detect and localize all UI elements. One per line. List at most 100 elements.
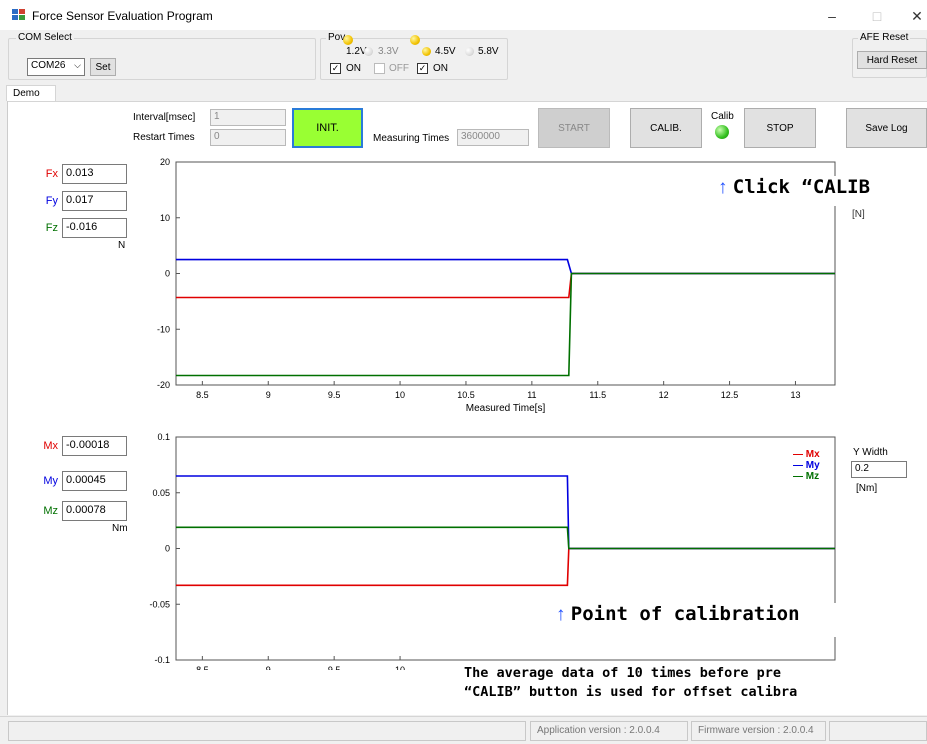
power-on-label: ON bbox=[346, 63, 361, 74]
interval-label: Interval[msec] bbox=[133, 112, 196, 123]
moment-legend: — Mx — My — Mz bbox=[793, 449, 820, 482]
series-line-fz bbox=[176, 272, 835, 377]
x-tick-label: 10.5 bbox=[457, 390, 475, 400]
app-icon bbox=[12, 9, 25, 20]
x-tick-label: 9.5 bbox=[328, 665, 341, 670]
point-of-calibration-annotation: ↑ Point of calibration bbox=[556, 603, 856, 637]
fx-value: 0.013 bbox=[62, 164, 127, 184]
app-version: Application version : 2.0.0.4 bbox=[530, 721, 688, 741]
measuring-times-field[interactable]: 3600000 bbox=[457, 129, 529, 146]
power-3v3-label: 3.3V bbox=[378, 46, 399, 57]
mz-value: 0.00078 bbox=[62, 501, 127, 521]
power-on2-checkbox[interactable]: ✓ bbox=[417, 63, 428, 74]
com-port-select[interactable]: COM26 ⌵ bbox=[27, 58, 85, 76]
y-tick-label: -20 bbox=[157, 380, 170, 390]
minimize-button[interactable]: – bbox=[828, 8, 836, 24]
x-tick-label: 9 bbox=[266, 665, 271, 670]
com-set-button[interactable]: Set bbox=[90, 58, 116, 76]
close-button[interactable]: ✕ bbox=[911, 8, 923, 24]
start-button[interactable]: START bbox=[538, 108, 610, 148]
init-button[interactable]: INIT. bbox=[292, 108, 363, 148]
x-tick-label: 13 bbox=[790, 390, 800, 400]
calib-led-icon bbox=[715, 125, 729, 139]
led-5v8-icon bbox=[465, 47, 474, 56]
moment-unit-side: [Nm] bbox=[856, 483, 878, 494]
led-4v5b-icon bbox=[422, 47, 431, 56]
force-unit-side: [N] bbox=[852, 209, 865, 220]
afe-reset-label: AFE Reset bbox=[858, 32, 911, 43]
window-title: Force Sensor Evaluation Program bbox=[32, 9, 213, 23]
click-calib-text: Click “CALIB bbox=[732, 176, 871, 198]
y-tick-label: -10 bbox=[157, 324, 170, 334]
y-tick-label: 0 bbox=[165, 269, 170, 279]
y-tick-label: 20 bbox=[160, 157, 170, 167]
x-tick-label: 9 bbox=[266, 390, 271, 400]
y-width-field[interactable]: 0.2 bbox=[851, 461, 907, 478]
mx-value: -0.00018 bbox=[62, 436, 127, 456]
interval-field[interactable]: 1 bbox=[210, 109, 286, 126]
legend-mz: — Mz bbox=[793, 471, 820, 482]
chevron-down-icon: ⌵ bbox=[74, 60, 81, 70]
x-tick-label: 11 bbox=[527, 390, 536, 400]
y-tick-label: 0.05 bbox=[152, 488, 170, 498]
power-on-checkbox[interactable]: ✓ bbox=[330, 63, 341, 74]
x-tick-label: 8.5 bbox=[196, 390, 209, 400]
y-tick-label: -0.1 bbox=[154, 655, 170, 665]
legend-my: — My bbox=[793, 460, 820, 471]
note-line-2: “CALIB” button is used for offset calibr… bbox=[464, 684, 798, 700]
x-tick-label: 10 bbox=[395, 665, 405, 670]
x-tick-label: 11.5 bbox=[589, 390, 606, 400]
x-tick-label: 10 bbox=[395, 390, 405, 400]
power-1v2-label: 1.2V bbox=[346, 46, 367, 57]
fy-value: 0.017 bbox=[62, 191, 127, 211]
arrow-up-icon: ↑ bbox=[718, 177, 728, 198]
restart-times-label: Restart Times bbox=[133, 132, 195, 143]
measuring-times-label: Measuring Times bbox=[373, 133, 450, 144]
mx-label: Mx bbox=[43, 440, 58, 452]
com-select-group bbox=[8, 38, 316, 80]
legend-mx: — Mx bbox=[793, 449, 820, 460]
led-1v2-icon bbox=[343, 35, 353, 45]
maximize-button[interactable]: □ bbox=[872, 8, 882, 24]
calibration-note: The average data of 10 times before pre … bbox=[464, 664, 927, 708]
note-line-1: The average data of 10 times before pre bbox=[464, 665, 781, 681]
arrow-up-icon-2: ↑ bbox=[556, 604, 566, 625]
power-on2-label: ON bbox=[433, 63, 448, 74]
power-4v5-label: 4.5V bbox=[435, 46, 456, 57]
restart-times-field[interactable]: 0 bbox=[210, 129, 286, 146]
status-bar: Application version : 2.0.0.4 Firmware v… bbox=[0, 716, 927, 744]
calib-indicator-label: Calib bbox=[711, 111, 734, 122]
my-value: 0.00045 bbox=[62, 471, 127, 491]
x-tick-label: 12.5 bbox=[721, 390, 739, 400]
power-group-label: Pov bbox=[326, 32, 348, 43]
led-3v3-icon bbox=[364, 47, 373, 56]
x-tick-label: 9.5 bbox=[328, 390, 341, 400]
fz-value: -0.016 bbox=[62, 218, 127, 238]
power-5v8-label: 5.8V bbox=[478, 46, 499, 57]
status-cell-main bbox=[8, 721, 526, 741]
stop-button[interactable]: STOP bbox=[744, 108, 816, 148]
fy-label: Fy bbox=[45, 195, 58, 207]
left-edge bbox=[0, 101, 8, 715]
status-cell-end bbox=[829, 721, 927, 741]
x-tick-label: 12 bbox=[659, 390, 669, 400]
hard-reset-button[interactable]: Hard Reset bbox=[857, 51, 927, 69]
calib-button[interactable]: CALIB. bbox=[630, 108, 702, 148]
my-label: My bbox=[43, 475, 58, 487]
tab-demo-label: Demo bbox=[13, 88, 40, 99]
save-log-button[interactable]: Save Log bbox=[846, 108, 927, 148]
y-tick-label: 10 bbox=[160, 213, 170, 223]
force-unit: N bbox=[118, 240, 126, 251]
x-axis-label: Measured Time[s] bbox=[466, 403, 546, 414]
x-tick-label: 8.5 bbox=[196, 665, 209, 670]
com-select-label: COM Select bbox=[16, 32, 74, 43]
power-off-checkbox[interactable] bbox=[374, 63, 385, 74]
com-port-value: COM26 bbox=[31, 60, 66, 71]
fz-label: Fz bbox=[45, 222, 58, 234]
y-tick-label: 0.1 bbox=[157, 432, 170, 442]
title-bar: Force Sensor Evaluation Program – □ ✕ bbox=[0, 0, 927, 30]
tab-demo[interactable]: Demo bbox=[6, 85, 56, 102]
series-line-mz bbox=[176, 526, 835, 550]
y-tick-label: -0.05 bbox=[149, 599, 170, 609]
